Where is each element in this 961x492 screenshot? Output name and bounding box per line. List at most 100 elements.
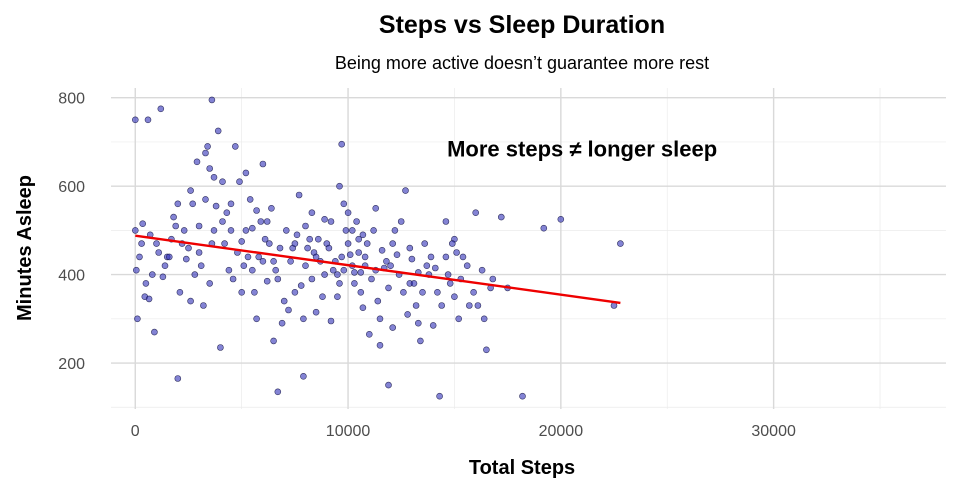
data-point xyxy=(383,257,390,265)
data-point xyxy=(436,392,443,400)
data-point xyxy=(278,319,286,327)
data-point xyxy=(453,249,460,256)
data-point xyxy=(142,280,150,287)
scatter-points xyxy=(132,96,624,400)
data-point xyxy=(166,253,173,261)
data-point xyxy=(368,275,375,283)
data-point xyxy=(417,337,424,345)
data-point xyxy=(300,315,307,323)
data-point xyxy=(478,266,486,274)
data-point xyxy=(327,317,335,325)
data-point xyxy=(132,227,139,234)
data-point xyxy=(229,275,237,283)
data-point xyxy=(480,315,488,323)
data-point xyxy=(208,96,216,104)
data-point xyxy=(312,253,320,261)
data-point xyxy=(272,266,280,274)
data-point xyxy=(329,266,337,274)
data-point xyxy=(242,169,250,177)
data-point xyxy=(308,209,316,216)
data-point xyxy=(217,344,224,351)
data-point xyxy=(259,160,267,168)
data-point xyxy=(355,249,363,256)
data-point xyxy=(540,224,548,232)
data-point xyxy=(223,209,231,216)
y-tick-labels: 200 400 600 800 xyxy=(58,91,85,373)
data-point xyxy=(285,306,292,314)
data-point xyxy=(414,319,422,327)
data-point xyxy=(291,240,299,247)
data-point xyxy=(236,178,243,185)
data-point xyxy=(340,266,348,274)
data-point xyxy=(270,337,277,345)
data-point xyxy=(276,244,284,252)
data-point xyxy=(302,222,309,230)
data-point xyxy=(357,269,365,276)
data-point xyxy=(238,238,245,245)
data-point xyxy=(257,218,265,225)
data-point xyxy=(391,227,399,234)
trend-line xyxy=(135,234,621,305)
data-point xyxy=(145,295,153,303)
data-point xyxy=(300,372,307,380)
data-point xyxy=(144,116,152,124)
data-point xyxy=(365,330,373,338)
data-point xyxy=(176,288,184,296)
data-point xyxy=(172,222,179,230)
data-point xyxy=(617,240,624,247)
data-point xyxy=(242,227,250,234)
data-point xyxy=(370,227,377,234)
data-point xyxy=(195,249,203,256)
data-point xyxy=(338,140,346,148)
data-point xyxy=(314,235,322,243)
data-point xyxy=(244,253,252,261)
data-point xyxy=(342,227,350,234)
data-point xyxy=(287,257,294,265)
data-point xyxy=(434,288,441,296)
data-point xyxy=(189,200,196,208)
data-point xyxy=(344,240,352,247)
x-tick-label: 20000 xyxy=(539,423,584,440)
data-point xyxy=(306,235,314,243)
data-point xyxy=(376,315,384,323)
data-point xyxy=(376,341,384,349)
data-point xyxy=(497,213,505,221)
data-point xyxy=(251,288,258,296)
data-point xyxy=(419,288,426,296)
data-point xyxy=(351,269,358,276)
data-point xyxy=(412,302,420,309)
data-point xyxy=(465,302,473,309)
data-point xyxy=(263,277,271,285)
data-point xyxy=(187,187,194,194)
data-point xyxy=(470,288,477,296)
x-axis-title: Total Steps xyxy=(469,457,575,479)
data-point xyxy=(238,288,245,296)
data-point xyxy=(451,293,458,301)
data-point xyxy=(557,216,565,223)
data-point xyxy=(363,240,371,247)
data-point xyxy=(139,220,146,227)
data-point xyxy=(393,251,401,258)
data-point xyxy=(359,304,367,312)
data-point xyxy=(489,275,497,283)
data-point xyxy=(153,240,160,247)
data-point xyxy=(444,271,452,278)
data-point xyxy=(408,255,416,263)
data-point xyxy=(280,297,288,305)
data-point xyxy=(225,266,233,274)
x-tick-label: 30000 xyxy=(751,423,796,440)
data-point xyxy=(174,375,182,382)
data-point xyxy=(302,262,309,270)
y-axis-title: Minutes Asleep xyxy=(14,175,36,321)
data-point xyxy=(268,205,275,212)
data-point xyxy=(249,224,256,232)
data-point xyxy=(214,127,222,135)
data-point xyxy=(227,227,235,234)
data-point xyxy=(159,273,167,281)
data-point xyxy=(195,222,203,230)
data-point xyxy=(136,253,143,261)
data-point xyxy=(385,284,392,292)
data-point xyxy=(455,315,463,323)
x-tick-labels: 0 10000 20000 30000 xyxy=(131,423,796,440)
chart-title: Steps vs Sleep Duration xyxy=(379,11,665,39)
